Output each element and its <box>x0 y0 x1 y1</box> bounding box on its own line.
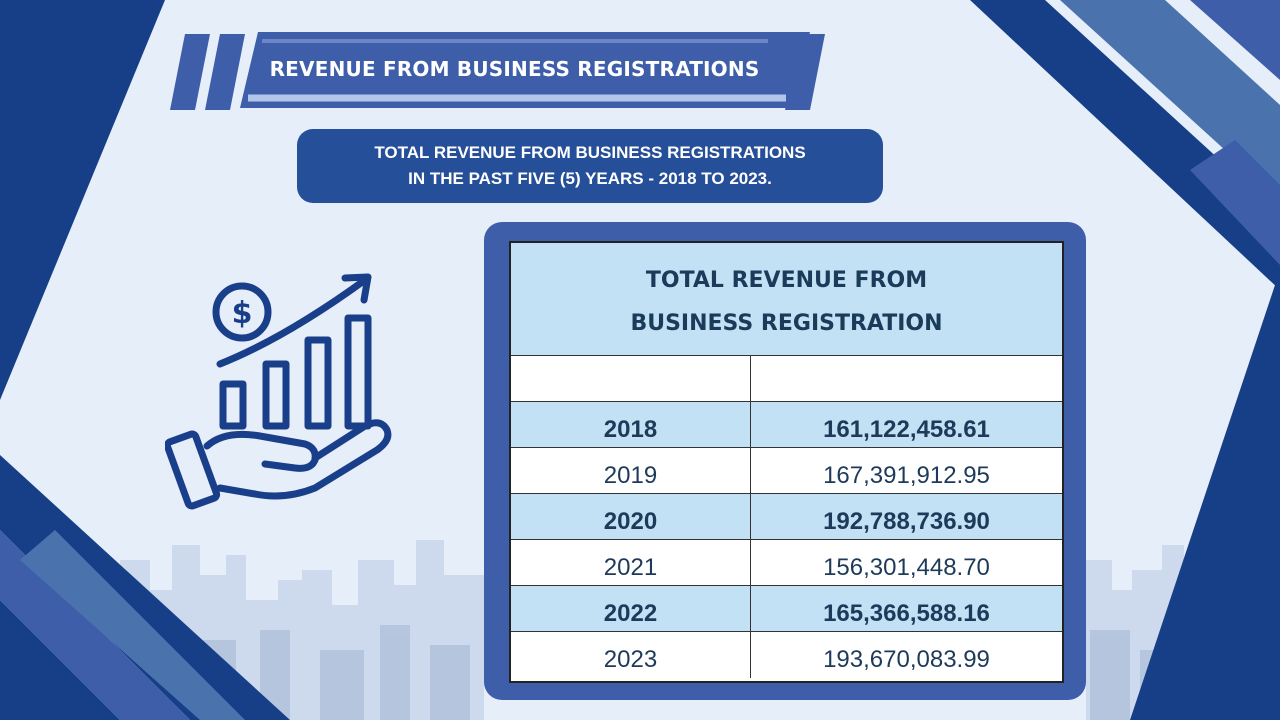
table-header-line-1: TOTAL REVENUE FROM <box>645 268 928 293</box>
bottom-left-band-steel <box>20 530 245 720</box>
year-cell: 2021 <box>511 540 751 585</box>
banner-stripe-1 <box>170 34 210 110</box>
revenue-cell: 165,366,588.16 <box>823 599 990 627</box>
right-band-blue <box>1190 140 1280 265</box>
bottom-left-band-navy <box>0 455 290 720</box>
table-row: 2023 193,670,083.99 <box>511 632 1062 678</box>
left-navy-shape <box>0 0 165 400</box>
banner-stripe-2 <box>205 34 245 110</box>
revenue-cell: 167,391,912.95 <box>823 461 990 489</box>
dollar-coin-icon: $ <box>212 282 272 342</box>
year-cell: 2020 <box>511 494 751 539</box>
table-row: 2018 161,122,458.61 <box>511 402 1062 448</box>
subtitle-box: TOTAL REVENUE FROM BUSINESS REGISTRATION… <box>297 129 883 203</box>
revenue-cell: 156,301,448.70 <box>823 553 990 581</box>
year-cell: 2019 <box>511 448 751 493</box>
year-cell: 2018 <box>511 402 751 447</box>
revenue-table: TOTAL REVENUE FROM BUSINESS REGISTRATION… <box>509 241 1064 683</box>
revenue-cell: 193,670,083.99 <box>823 646 990 673</box>
year-cell: 2022 <box>511 586 751 631</box>
banner-inner <box>262 47 767 91</box>
table-header-line-2: BUSINESS REGISTRATION <box>630 311 943 336</box>
subtitle-line-2: IN THE PAST FIVE (5) YEARS - 2018 TO 202… <box>408 169 772 188</box>
bottom-left-band-light <box>0 600 120 720</box>
table-cell-empty <box>511 356 751 401</box>
hand-growth-chart-icon: $ <box>165 273 392 510</box>
year-cell: 2023 <box>511 632 751 678</box>
right-navy-shape <box>1130 270 1280 720</box>
table-row: 2022 165,366,588.16 <box>511 586 1062 632</box>
table-header: TOTAL REVENUE FROM BUSINESS REGISTRATION <box>511 243 1062 356</box>
banner-stripe-3 <box>785 34 825 110</box>
subtitle-line-1: TOTAL REVENUE FROM BUSINESS REGISTRATION… <box>374 143 806 162</box>
revenue-cell: 192,788,736.90 <box>823 507 990 535</box>
table-row-empty <box>511 356 1062 402</box>
page-title: REVENUE FROM BUSINESS REGISTRATIONS <box>269 57 760 81</box>
table-cell-empty <box>751 356 1062 401</box>
table-row: 2020 192,788,736.90 <box>511 494 1062 540</box>
svg-text:$: $ <box>232 296 253 331</box>
top-right-band-navy <box>970 0 1280 290</box>
top-right-band-blue <box>1190 0 1280 80</box>
table-row: 2019 167,391,912.95 <box>511 448 1062 494</box>
revenue-cell: 161,122,458.61 <box>823 415 990 443</box>
table-row: 2021 156,301,448.70 <box>511 540 1062 586</box>
